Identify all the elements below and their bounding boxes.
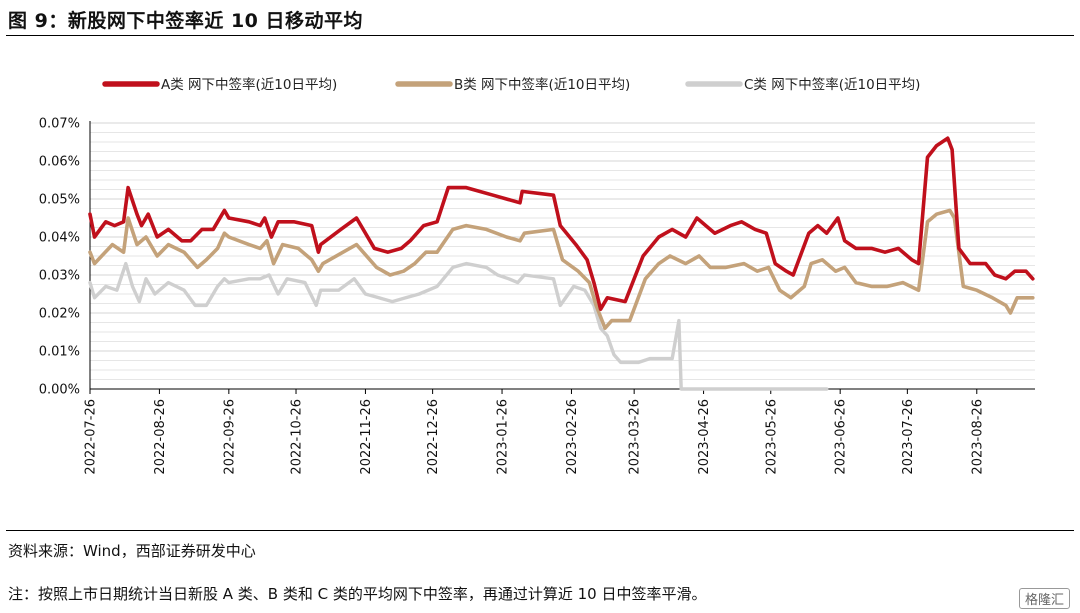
x-tick-label: 2023-04-26	[697, 399, 712, 475]
x-tick-label: 2022-09-26	[222, 399, 237, 475]
y-tick-label: 0.01%	[39, 345, 80, 360]
x-tick-label: 2022-11-26	[359, 399, 374, 475]
legend-label-c: C类 网下中签率(近10日平均)	[744, 76, 920, 93]
x-tick-label: 2022-12-26	[426, 399, 441, 475]
series-line-c	[88, 261, 829, 391]
x-tick-label: 2022-08-26	[153, 399, 168, 475]
y-tick-label: 0.02%	[39, 307, 80, 322]
x-tick-label: 2023-05-26	[764, 399, 779, 475]
legend-label-a: A类 网下中签率(近10日平均)	[161, 76, 337, 93]
figure-title: 图 9：新股网下中签率近 10 日移动平均	[8, 10, 364, 32]
y-tick-label: 0.04%	[39, 231, 80, 246]
x-tick-label: 2022-07-26	[84, 399, 99, 475]
x-tick-label: 2023-02-26	[565, 399, 580, 475]
y-tick-label: 0.06%	[39, 155, 80, 170]
legend: A类 网下中签率(近10日平均) B类 网下中签率(近10日平均) C类 网下中签率…	[102, 76, 920, 93]
source-note: 资料来源：Wind，西部证券研发中心	[8, 542, 256, 560]
y-tick-label: 0.03%	[39, 269, 80, 284]
x-tick-label: 2023-03-26	[628, 399, 643, 475]
series-lines	[88, 136, 1035, 391]
x-tick-label: 2023-07-26	[901, 399, 916, 475]
line-chart: 0.00% 0.01% 0.02% 0.03% 0.04% 0.05% 0.06% 0.07%…	[39, 76, 1035, 475]
x-tick-label: 2023-08-26	[970, 399, 985, 475]
y-tick-label: 0.05%	[39, 193, 80, 208]
legend-label-b: B类 网下中签率(近10日平均)	[454, 76, 630, 93]
footnote: 注：按照上市日期统计当日新股 A 类、B 类和 C 类的平均网下中签率，再通过计…	[8, 585, 707, 603]
grid-lines	[90, 122, 1035, 390]
x-tick-label: 2023-01-26	[496, 399, 511, 475]
top-rule	[6, 35, 1074, 36]
watermark-logo: 格隆汇	[1018, 588, 1070, 609]
bottom-rule	[6, 530, 1074, 531]
x-tick-label: 2022-10-26	[290, 399, 305, 475]
series-line-a	[88, 136, 1035, 311]
y-tick-label: 0.07%	[39, 117, 80, 132]
series-line-b	[88, 208, 1035, 330]
x-tick-label: 2023-06-26	[834, 399, 849, 475]
y-tick-label: 0.00%	[39, 383, 80, 398]
